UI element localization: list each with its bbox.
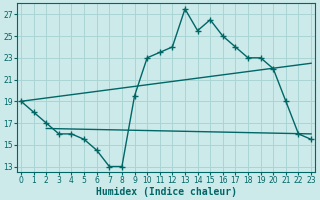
X-axis label: Humidex (Indice chaleur): Humidex (Indice chaleur): [96, 186, 236, 197]
